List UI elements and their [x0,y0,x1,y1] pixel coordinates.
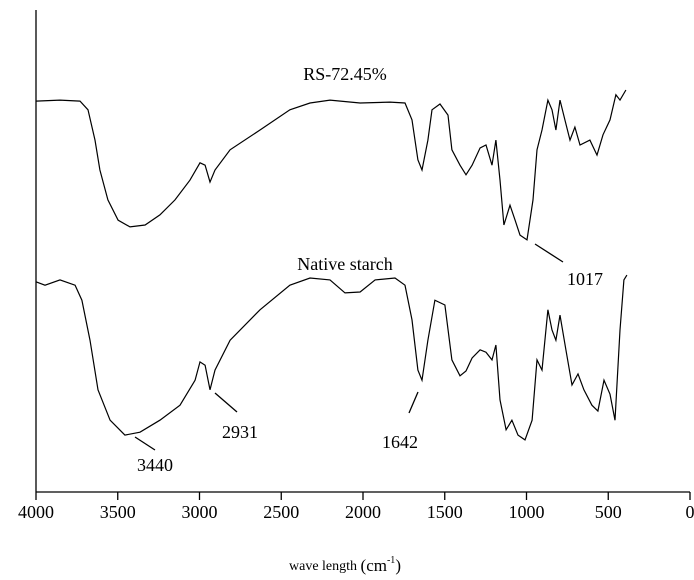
x-label-exp: -1 [387,555,395,566]
peak-annotation: 1017 [567,269,603,289]
peak-annotation: 2931 [222,422,258,442]
spectrum-line [35,274,628,441]
x-axis-label: wave length (cm-1) [289,555,401,575]
x-label-close: ) [395,556,401,575]
annotation-leader [134,436,156,451]
annotation-leader [214,392,238,413]
peak-annotation: 1642 [382,432,418,452]
annotation-leader [408,391,419,414]
x-tick-label: 4000 [18,502,54,522]
x-tick-label: 500 [595,502,622,522]
series-label: RS-72.45% [303,64,387,84]
x-label-unit: (cm [361,556,387,575]
annotation-leader [534,243,564,263]
x-tick-label: 2000 [345,502,381,522]
x-tick-label: 3500 [100,502,136,522]
x-tick-label: 1500 [427,502,463,522]
x-tick-label: 2500 [263,502,299,522]
spectrum-line [35,89,627,241]
x-tick-label: 3000 [182,502,218,522]
peak-annotation: 3440 [137,455,173,475]
series-label: Native starch [297,254,392,274]
x-label-text: wave length [289,559,357,574]
x-tick-label: 1000 [509,502,545,522]
x-tick-label: 0 [686,502,694,522]
